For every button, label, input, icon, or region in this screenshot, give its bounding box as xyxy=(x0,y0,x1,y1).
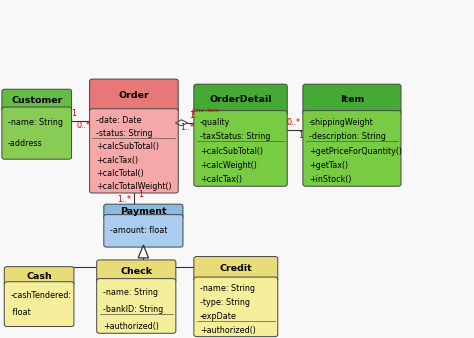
Text: +authorized(): +authorized() xyxy=(103,322,159,331)
Text: +getPriceForQuantity(): +getPriceForQuantity() xyxy=(309,147,402,156)
Text: +calcTotal(): +calcTotal() xyxy=(96,169,144,178)
Text: -description: String: -description: String xyxy=(309,132,386,142)
FancyBboxPatch shape xyxy=(303,84,401,115)
Text: OrderDetail: OrderDetail xyxy=(210,95,272,104)
FancyBboxPatch shape xyxy=(104,204,183,219)
FancyBboxPatch shape xyxy=(4,282,74,327)
Text: -expDate: -expDate xyxy=(200,312,237,321)
Text: +authorized(): +authorized() xyxy=(200,326,256,335)
Text: Cash: Cash xyxy=(26,272,52,281)
Text: float: float xyxy=(10,309,31,317)
FancyBboxPatch shape xyxy=(2,89,72,111)
Text: -date: Date: -date: Date xyxy=(96,116,141,125)
Text: 1: 1 xyxy=(298,131,303,140)
Text: -type: String: -type: String xyxy=(200,298,250,307)
Text: -cashTendered:: -cashTendered: xyxy=(10,291,72,300)
Text: -name: String: -name: String xyxy=(200,284,255,293)
Text: Line item: Line item xyxy=(192,108,219,113)
Text: Customer: Customer xyxy=(11,96,63,105)
FancyBboxPatch shape xyxy=(303,111,401,186)
Text: +calcSubTotal(): +calcSubTotal() xyxy=(96,142,159,151)
Text: 0..*: 0..* xyxy=(287,118,301,127)
FancyBboxPatch shape xyxy=(194,257,278,281)
Text: +inStock(): +inStock() xyxy=(309,175,352,185)
FancyBboxPatch shape xyxy=(194,111,287,186)
Text: 1: 1 xyxy=(137,190,143,199)
Text: +calcSubTotal(): +calcSubTotal() xyxy=(200,147,263,156)
FancyBboxPatch shape xyxy=(194,277,278,337)
Text: +calcWeight(): +calcWeight() xyxy=(200,161,257,170)
FancyBboxPatch shape xyxy=(194,84,287,115)
Text: 1: 1 xyxy=(190,111,195,120)
Text: 0..*: 0..* xyxy=(76,121,90,130)
Text: -shippingWeight: -shippingWeight xyxy=(309,118,374,127)
Text: -taxStatus: String: -taxStatus: String xyxy=(200,132,270,142)
Text: -status: String: -status: String xyxy=(96,129,152,138)
Text: +calcTax(): +calcTax() xyxy=(200,175,242,185)
FancyBboxPatch shape xyxy=(97,260,176,283)
Text: -name: String: -name: String xyxy=(103,288,158,297)
Text: Payment: Payment xyxy=(120,207,167,216)
FancyBboxPatch shape xyxy=(90,109,178,193)
Text: -amount: float: -amount: float xyxy=(110,226,167,235)
Text: Credit: Credit xyxy=(219,264,252,273)
FancyBboxPatch shape xyxy=(90,79,178,113)
FancyBboxPatch shape xyxy=(104,215,183,247)
Text: +calcTax(): +calcTax() xyxy=(96,156,138,165)
FancyBboxPatch shape xyxy=(97,279,176,333)
Text: +getTax(): +getTax() xyxy=(309,161,348,170)
Text: Item: Item xyxy=(340,95,364,104)
Text: 1: 1 xyxy=(71,109,76,118)
Text: -name: String: -name: String xyxy=(8,118,63,127)
Text: -address: -address xyxy=(8,139,43,148)
Text: 1..*: 1..* xyxy=(180,123,194,132)
Text: Order: Order xyxy=(118,92,149,100)
Text: Check: Check xyxy=(120,267,152,276)
Text: +calcTotalWeight(): +calcTotalWeight() xyxy=(96,183,172,191)
Text: 1..*: 1..* xyxy=(118,195,131,204)
Text: -bankID: String: -bankID: String xyxy=(103,305,163,314)
FancyBboxPatch shape xyxy=(4,267,74,286)
FancyBboxPatch shape xyxy=(2,107,72,159)
Text: -quality: -quality xyxy=(200,118,230,127)
